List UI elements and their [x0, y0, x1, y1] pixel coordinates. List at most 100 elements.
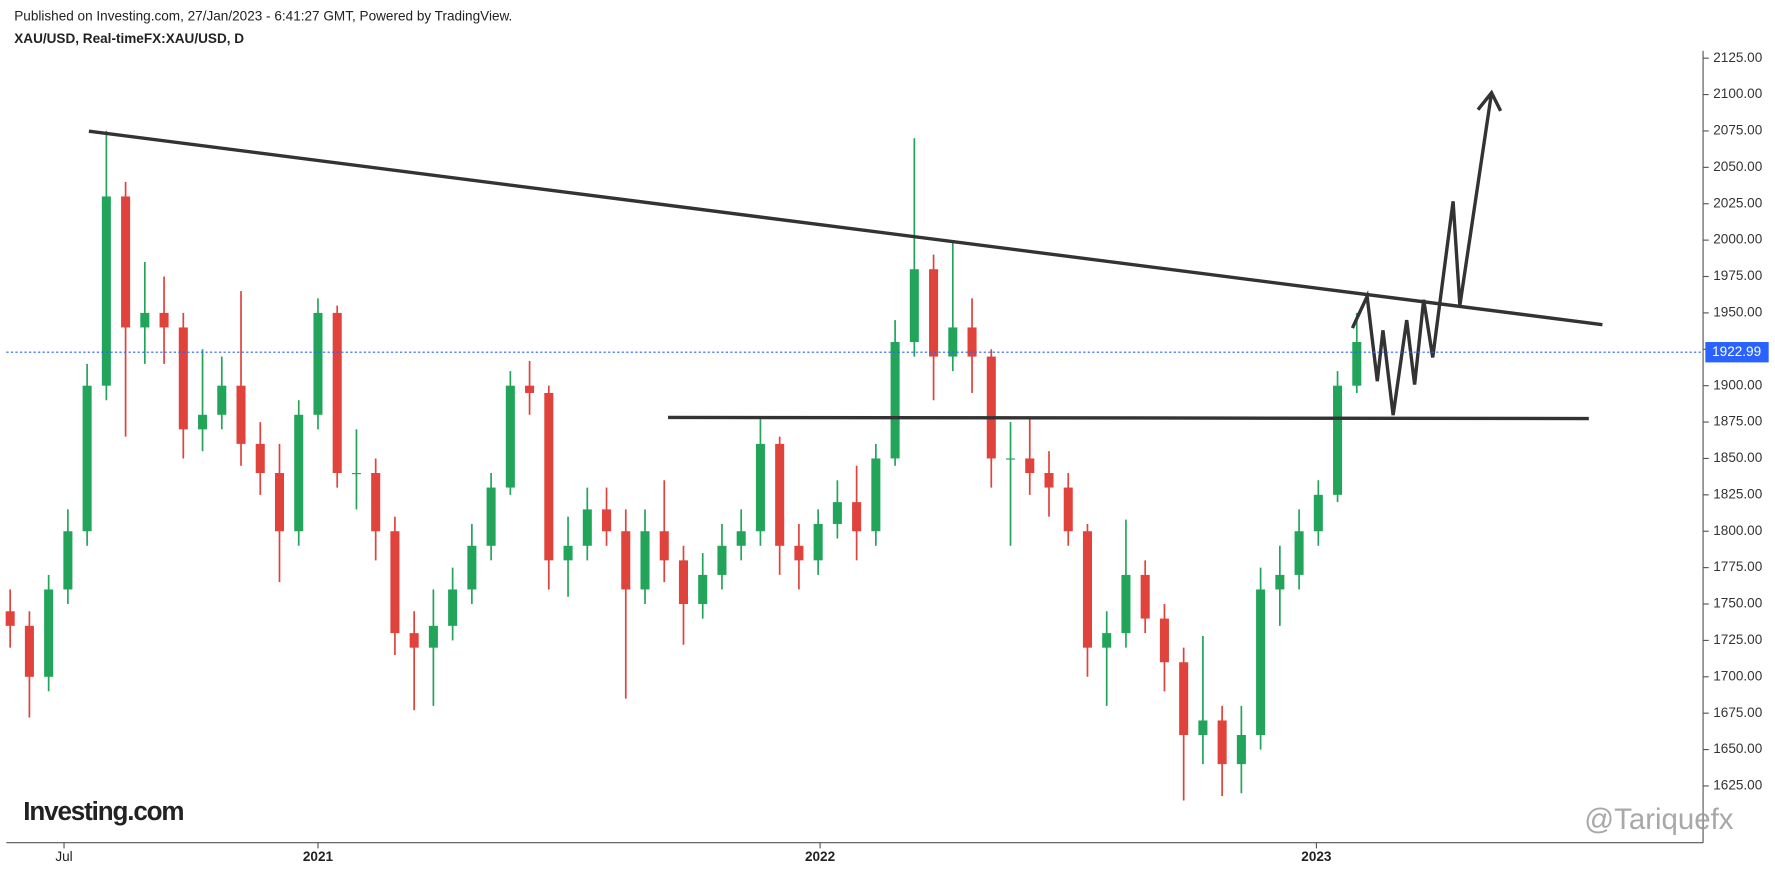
- candle-body: [1005, 458, 1016, 460]
- y-tick-label: 1725.00: [1713, 632, 1762, 647]
- projection-path: [1350, 92, 1494, 416]
- candle-body: [563, 545, 573, 561]
- y-tick-label: 2125.00: [1713, 50, 1762, 65]
- candle-body: [1333, 385, 1343, 495]
- y-tick-label: 1625.00: [1713, 778, 1762, 793]
- candle-body: [274, 473, 285, 532]
- y-tick-label: 2025.00: [1713, 195, 1762, 210]
- candle-body: [1140, 574, 1150, 619]
- candle-body: [890, 342, 900, 459]
- candle-body: [1179, 662, 1189, 736]
- candle-body: [544, 392, 554, 561]
- candle-body: [505, 385, 515, 488]
- candle-body: [775, 443, 785, 546]
- x-tick-label: 2022: [805, 849, 835, 864]
- y-tick-label: 1800.00: [1713, 523, 1762, 538]
- logo: Investing.com: [23, 796, 183, 826]
- candle-body: [525, 385, 535, 393]
- candle-body: [140, 312, 150, 328]
- candle-body: [1294, 531, 1304, 575]
- candle-body: [101, 196, 111, 386]
- y-tick-label: 1975.00: [1713, 268, 1762, 283]
- candle-body: [602, 509, 612, 532]
- y-tick-label: 1700.00: [1713, 668, 1762, 683]
- y-tick-label: 1900.00: [1713, 377, 1762, 392]
- candle-body: [1313, 494, 1323, 532]
- candle-body: [236, 385, 246, 444]
- candle-body: [948, 327, 958, 357]
- x-tick-label: 2021: [303, 849, 334, 864]
- candle-body: [736, 531, 746, 546]
- y-tick-label: 1825.00: [1713, 486, 1762, 501]
- candle-body: [755, 443, 765, 532]
- candle-body: [332, 312, 342, 474]
- candle-body: [5, 611, 15, 626]
- candle-body: [1063, 487, 1073, 532]
- candle-body: [1236, 735, 1246, 765]
- candle-body: [371, 473, 381, 532]
- candle-body: [1352, 342, 1362, 386]
- candle-body: [794, 545, 804, 561]
- candle-body: [1159, 618, 1169, 663]
- candle-body: [1025, 458, 1035, 474]
- candle-body: [659, 531, 669, 561]
- candle-body: [1275, 574, 1285, 590]
- candle-body: [121, 196, 131, 328]
- y-tick-label: 1950.00: [1713, 304, 1762, 319]
- plot: 1625.00 1650.00 1675.00 1700.00 1725.00 1750.…: [5, 50, 1763, 864]
- arrow-head: [1476, 89, 1503, 112]
- candle-body: [1256, 589, 1266, 736]
- candle-body: [294, 414, 304, 532]
- trend-line: [88, 129, 1603, 327]
- y-tick-label: 1650.00: [1713, 741, 1762, 756]
- candle-body: [217, 385, 227, 415]
- y-tick-label: 1850.00: [1713, 450, 1762, 465]
- candle-body: [1217, 720, 1227, 765]
- last-price-box: [1705, 342, 1769, 363]
- candle-body: [198, 414, 208, 430]
- candle-body: [351, 473, 361, 475]
- y-tick-label: 1775.00: [1713, 559, 1762, 574]
- candle-body: [967, 327, 977, 357]
- candle-body: [582, 509, 592, 546]
- candle-body: [1102, 633, 1112, 648]
- candle-body: [852, 502, 862, 532]
- candle-body: [1082, 531, 1092, 648]
- candle-body: [178, 327, 188, 430]
- candle-body: [82, 385, 92, 532]
- candle-body: [409, 633, 419, 648]
- candle-body: [717, 545, 727, 575]
- candle-body: [24, 625, 34, 677]
- y-tick-label: 1875.00: [1713, 414, 1762, 429]
- candle-body: [428, 625, 438, 648]
- x-tick-label: 2023: [1301, 849, 1332, 864]
- chart-title: XAU/USD, Real-timeFX:XAU/USD, D: [14, 31, 244, 46]
- candle-body: [159, 312, 169, 328]
- y-tick-label: 2000.00: [1713, 232, 1762, 247]
- candle-body: [1121, 574, 1131, 634]
- candle-body: [832, 502, 842, 524]
- candle-body: [929, 269, 939, 357]
- candle-body: [448, 589, 458, 626]
- candle-body: [813, 523, 823, 561]
- candle-body: [678, 560, 689, 605]
- candle-body: [986, 356, 996, 459]
- candle-body: [467, 545, 477, 590]
- candle-body: [1044, 473, 1054, 488]
- candle-body: [1198, 720, 1208, 736]
- watermark: @Tariquefx: [1584, 803, 1733, 836]
- candle-body: [313, 312, 323, 415]
- candle-body: [909, 269, 919, 343]
- candle-body: [255, 443, 265, 474]
- candle-body: [390, 531, 400, 634]
- candle-body: [621, 531, 631, 590]
- candle-body: [63, 531, 73, 590]
- support-line: [668, 415, 1589, 421]
- chart-subtitle: Published on Investing.com, 27/Jan/2023 …: [14, 9, 512, 24]
- candle-body: [640, 531, 650, 590]
- x-tick-label: Jul: [55, 849, 72, 864]
- candle-body: [44, 589, 54, 677]
- y-tick-label: 2050.00: [1713, 159, 1762, 174]
